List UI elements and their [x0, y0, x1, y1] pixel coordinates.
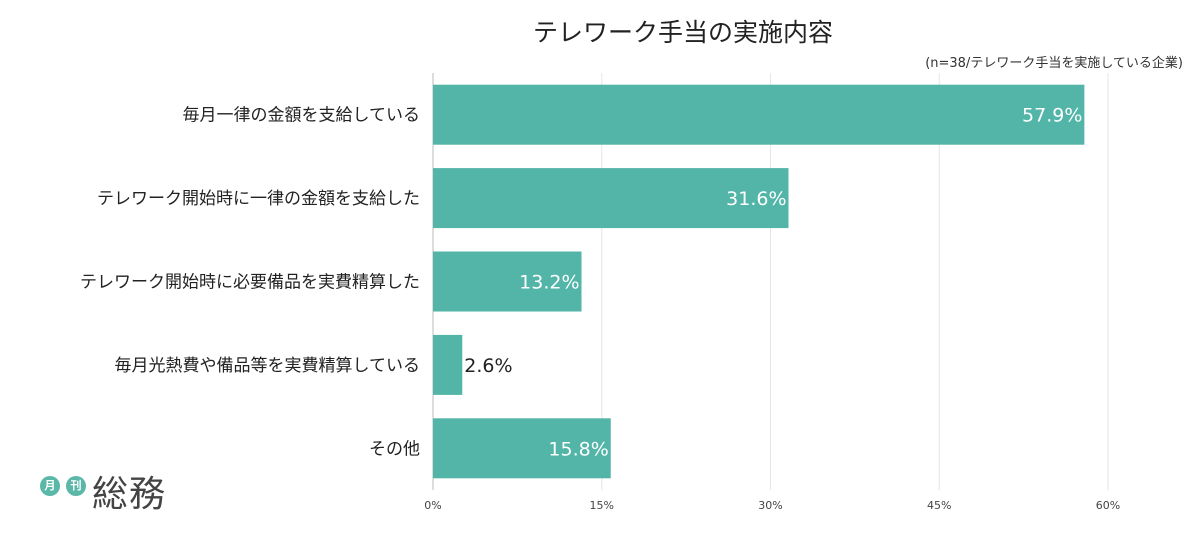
- value-label: 57.9%: [1022, 105, 1082, 127]
- logo-badge-month: 月: [40, 476, 60, 496]
- bar: [433, 84, 1085, 145]
- value-label: 2.6%: [464, 355, 512, 377]
- value-label: 13.2%: [519, 272, 579, 294]
- chart-note: (n=38/テレワーク手当を実施している企業): [925, 55, 1183, 71]
- x-tick-label: 0%: [424, 499, 441, 512]
- chart-title: テレワーク手当の実施内容: [533, 18, 833, 47]
- bar: [433, 168, 789, 229]
- x-tick-label: 15%: [590, 499, 614, 512]
- category-label: テレワーク開始時に必要備品を実費精算した: [80, 273, 420, 293]
- logo-word: 総務: [92, 474, 167, 515]
- logo-badge-issue: 刊: [66, 476, 86, 496]
- x-tick-label: 45%: [927, 499, 951, 512]
- bar: [433, 251, 582, 312]
- category-label: テレワーク開始時に一律の金額を支給した: [97, 189, 420, 209]
- value-label: 15.8%: [548, 438, 608, 460]
- x-tick-label: 60%: [1096, 499, 1120, 512]
- category-label: その他: [369, 439, 420, 459]
- bar: [433, 334, 463, 395]
- publisher-logo: 月 刊 総務: [40, 472, 180, 520]
- category-label: 毎月一律の金額を支給している: [183, 106, 421, 126]
- value-label: 31.6%: [726, 188, 786, 210]
- category-label: 毎月光熱費や備品等を実費精算している: [115, 356, 421, 376]
- x-tick-label: 30%: [758, 499, 782, 512]
- bar: [433, 418, 611, 479]
